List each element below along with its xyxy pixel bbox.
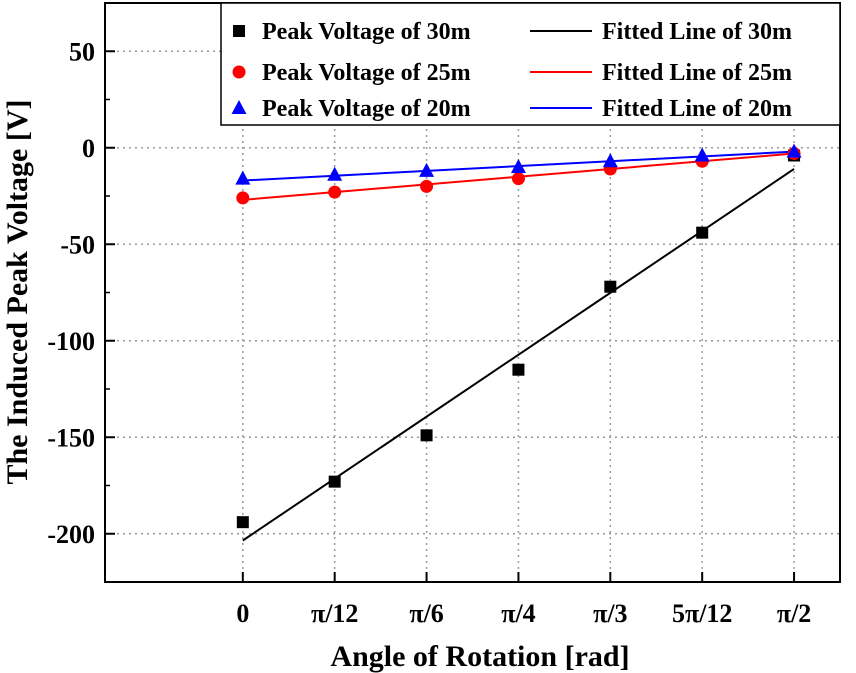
x-tick-label: π/6 [409,599,443,628]
data-point [604,280,617,293]
x-tick-label: 0 [236,599,249,628]
x-tick-label: 5π/12 [672,599,732,628]
data-point [327,166,343,181]
legend-label: Fitted Line of 30m [602,19,792,45]
data-point [236,191,250,205]
legend-label: Fitted Line of 25m [602,60,792,86]
legend-label: Peak Voltage of 30m [262,19,471,45]
y-tick-label: -150 [47,423,95,452]
y-axis-title: The Induced Peak Voltage [V] [1,99,34,484]
data-point [236,516,249,529]
x-tick-label: π/3 [593,599,627,628]
x-tick-label: π/12 [311,599,358,628]
data-point [694,147,710,162]
data-point [328,475,341,488]
y-tick-label: -50 [60,230,95,259]
y-tick-label: 50 [69,37,95,66]
data-point [419,162,435,177]
data-point [512,363,525,376]
y-tick-label: -200 [47,520,95,549]
data-point [696,226,709,239]
y-tick-label: 0 [82,134,95,163]
data-point [602,153,618,168]
legend-marker [231,100,247,114]
data-point [328,185,342,199]
data-point [420,179,434,193]
legend: Peak Voltage of 30m Fitted Line of 30m Pea… [220,2,841,126]
axes: 0 π/12 π/6 π/4 π/3 5π/12 π/2 50 0 -50 -100 -150 -200 [47,2,811,628]
data-points [235,143,802,529]
legend-box [220,2,841,126]
legend-label: Fitted Line of 20m [602,96,792,122]
legend-label: Peak Voltage of 20m [262,96,471,122]
x-tick-label: π/4 [501,599,535,628]
data-point [510,159,526,174]
x-tick-label: π/2 [777,599,811,628]
x-axis-title: Angle of Rotation [rad] [330,640,629,673]
data-point [786,143,802,158]
legend-marker [232,65,246,79]
data-point [420,429,433,442]
legend-marker [233,25,245,37]
data-point [235,170,251,185]
y-tick-label: -100 [47,327,95,356]
legend-label: Peak Voltage of 25m [262,60,471,86]
data-point [511,172,525,186]
